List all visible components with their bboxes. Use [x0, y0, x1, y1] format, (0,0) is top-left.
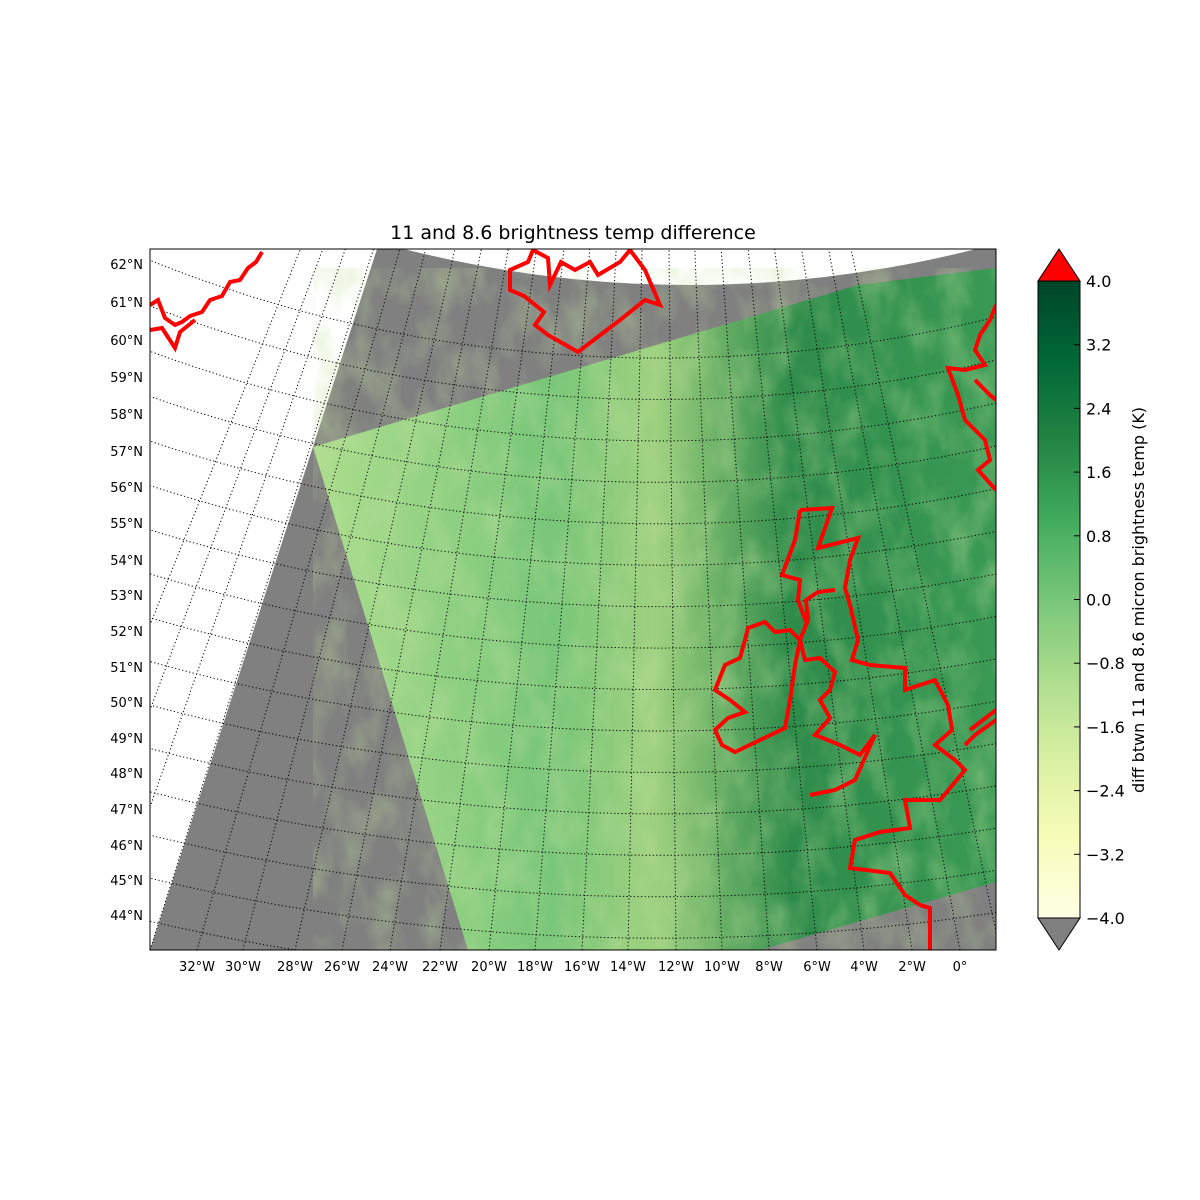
colorbar-tick-label: 4.0: [1086, 272, 1111, 291]
lon-tick-label: 24°W: [372, 960, 408, 975]
lat-tick-label: 54°N: [110, 554, 143, 569]
colorbar-tick-label: 3.2: [1086, 336, 1111, 355]
lat-tick-label: 45°N: [110, 874, 143, 889]
lat-tick-label: 50°N: [110, 696, 143, 711]
parallel: [150, 660, 996, 732]
lon-tick-label: 18°W: [517, 960, 553, 975]
lon-tick-label: 32°W: [179, 960, 215, 975]
colorbar-over-triangle: [1037, 248, 1081, 282]
meridian: [439, 249, 537, 950]
colorbar-tick-label: 2.4: [1086, 399, 1111, 418]
coastline-great-britain: [779, 505, 968, 950]
lon-tick-label: 6°W: [803, 960, 831, 975]
lat-tick-label: 51°N: [110, 661, 143, 676]
colorbar-tick-label: −4.0: [1086, 909, 1125, 928]
lat-tick-label: 55°N: [110, 517, 143, 532]
coastlines: [150, 249, 996, 950]
lat-tick-label: 60°N: [110, 334, 143, 349]
parallel: [150, 834, 996, 898]
lon-tick-label: 26°W: [324, 960, 360, 975]
colorbar-under-triangle: [1037, 917, 1081, 951]
lon-tick-label: 8°W: [755, 960, 783, 975]
meridian: [150, 249, 374, 950]
parallel: [150, 529, 996, 608]
colorbar-tick-label: −2.4: [1086, 782, 1125, 801]
meridian: [828, 249, 961, 950]
coastline-greenland: [150, 250, 264, 353]
lon-tick-label: 2°W: [898, 960, 926, 975]
meridian: [720, 249, 770, 950]
swath-texture: [313, 268, 996, 950]
latitude-tick-labels: 62°N 61°N 60°N 59°N 58°N 57°N 56°N 55°N 54°N 53°N…: [110, 258, 143, 924]
colorbar-gradient: [1037, 280, 1081, 919]
lon-tick-label: 10°W: [704, 960, 740, 975]
lat-tick-label: 49°N: [110, 732, 143, 747]
lon-tick-label: 12°W: [658, 960, 694, 975]
lon-tick-label: 4°W: [850, 960, 878, 975]
lat-tick-label: 56°N: [110, 481, 143, 496]
lat-tick-label: 52°N: [110, 625, 143, 640]
colorbar-tick-label: −1.6: [1086, 718, 1125, 737]
lat-tick-label: 44°N: [110, 909, 143, 924]
colorbar: 4.0 3.2 2.4 1.6 0.8 0.0 −0.8 −1.6 −2.4 −3.2 −4.0 d…: [1037, 248, 1148, 951]
parallel: [150, 485, 996, 566]
meridian: [488, 249, 565, 950]
lat-tick-label: 57°N: [110, 445, 143, 460]
lon-tick-label: 0°: [953, 960, 968, 975]
colorbar-tick-label: −0.8: [1086, 654, 1125, 673]
lat-tick-label: 46°N: [110, 839, 143, 854]
lat-tick-label: 59°N: [110, 371, 143, 386]
lat-tick-label: 58°N: [110, 408, 143, 423]
parallel: [150, 791, 996, 856]
colorbar-tick-label: 0.8: [1086, 527, 1111, 546]
lon-tick-label: 28°W: [277, 960, 313, 975]
lon-tick-label: 30°W: [225, 960, 261, 975]
lat-tick-label: 53°N: [110, 589, 143, 604]
chart-title: 11 and 8.6 brightness temp difference: [390, 222, 756, 244]
meridian: [747, 249, 818, 950]
lon-tick-label: 22°W: [422, 960, 458, 975]
parallel: [150, 350, 996, 442]
meridian: [150, 249, 324, 712]
colorbar-tick-label: −3.2: [1086, 845, 1125, 864]
longitude-tick-labels: 32°W 30°W 28°W 26°W 24°W 22°W 20°W 18°W 16°W 14°W…: [179, 960, 967, 975]
colorbar-tick-label: 1.6: [1086, 463, 1111, 482]
coastline-iceland: [508, 249, 664, 355]
coastline-ireland: [712, 619, 803, 755]
colorbar-tick-label: 0.0: [1086, 591, 1111, 610]
meridian: [534, 249, 591, 950]
colorbar-label: diff btwn 11 and 8.6 micron brightness t…: [1129, 407, 1148, 793]
lat-tick-label: 62°N: [110, 258, 143, 273]
lat-tick-label: 48°N: [110, 767, 143, 782]
colorbar-tick-labels: 4.0 3.2 2.4 1.6 0.8 0.0 −0.8 −1.6 −2.4 −3.2 −4.0: [1074, 272, 1125, 928]
lat-tick-label: 47°N: [110, 803, 143, 818]
lon-tick-label: 16°W: [564, 960, 600, 975]
coastline-norway-scandinavia: [944, 304, 996, 732]
coastline-france: [963, 718, 996, 747]
lon-tick-label: 20°W: [471, 960, 507, 975]
lat-tick-label: 61°N: [110, 296, 143, 311]
map-frame: [149, 248, 997, 951]
lon-tick-label: 14°W: [610, 960, 646, 975]
meridian: [294, 249, 456, 950]
